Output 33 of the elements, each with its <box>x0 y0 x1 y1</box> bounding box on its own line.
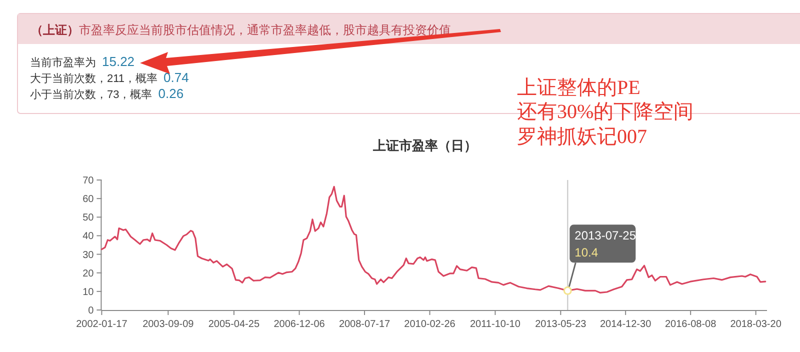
x-tick-label: 2008-07-17 <box>338 319 391 330</box>
text: 还有30%的下降空间 <box>517 101 694 123</box>
y-tick-label: 60 <box>82 194 94 206</box>
text: 0.26 <box>158 86 184 101</box>
text: 罗神抓妖记007 <box>517 126 647 148</box>
y-tick-label: 10 <box>82 286 94 298</box>
y-tick-label: 0 <box>88 306 94 316</box>
y-tick-label: 70 <box>82 176 94 186</box>
x-tick-label: 2010-02-26 <box>404 319 456 330</box>
x-tick-label: 2002-01-17 <box>76 319 128 330</box>
text: 当前市盈率为 <box>30 56 96 69</box>
y-tick-label: 30 <box>82 250 94 261</box>
chart-title: 上证市盈率（日） <box>372 138 477 153</box>
x-tick-label: 2003-09-09 <box>142 319 194 330</box>
text: 15.22 <box>102 54 135 69</box>
y-tick-label: 20 <box>82 268 94 280</box>
text: 小于当前次数，73，概率 <box>30 88 152 101</box>
x-tick-label: 2005-04-25 <box>208 319 260 330</box>
text: 上证整体的PE <box>517 77 640 99</box>
annotation: 10.4 <box>574 246 598 260</box>
text: （上证） <box>31 23 79 37</box>
text: 大于当前次数，211，概率 <box>30 72 158 85</box>
y-tick-label: 40 <box>82 231 94 242</box>
x-tick-label: 2006-12-06 <box>274 319 326 330</box>
x-tick-label: 2016-08-08 <box>665 319 717 330</box>
text: 0.74 <box>164 70 189 85</box>
x-tick-label: 2014-12-30 <box>600 319 652 330</box>
x-tick-label: 2018-03-20 <box>730 319 782 330</box>
annotation: 2013-07-25 <box>574 228 636 243</box>
y-tick-label: 50 <box>82 212 94 224</box>
x-tick-label: 2011-10-10 <box>470 319 521 330</box>
x-tick-label: 2013-05-23 <box>535 319 587 330</box>
line-series <box>100 186 766 295</box>
